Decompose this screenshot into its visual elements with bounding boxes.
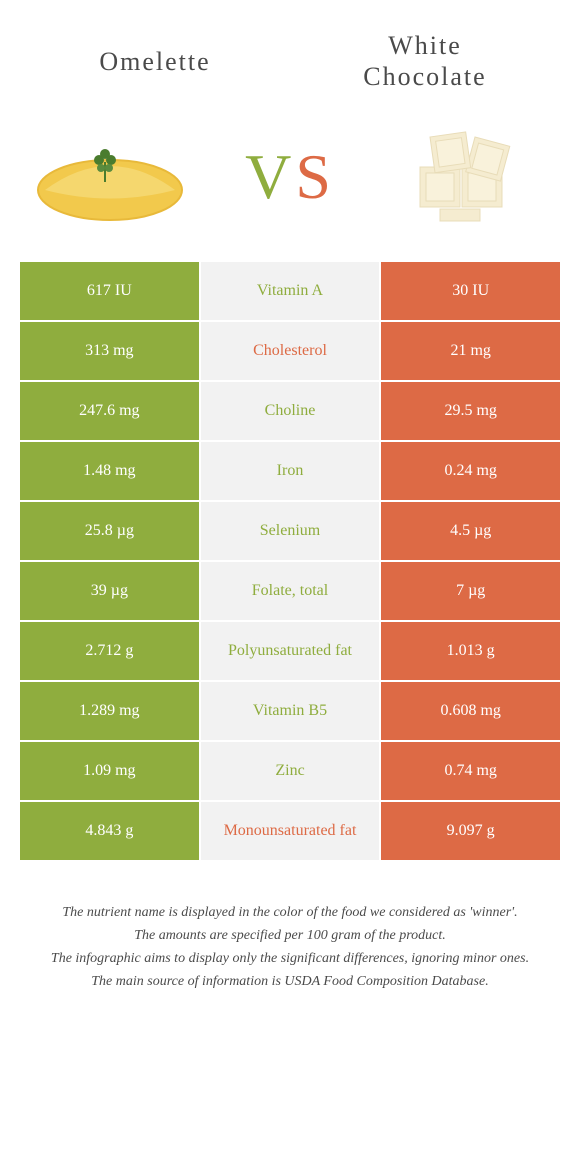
left-value: 39 µg [20,562,201,622]
vs-v: V [245,141,295,212]
left-value: 313 mg [20,322,201,382]
header: Omelette White Chocolate [20,30,560,92]
table-row: 4.843 gMonounsaturated fat9.097 g [20,802,560,862]
right-value: 0.24 mg [381,442,560,502]
footer-line3: The infographic aims to display only the… [30,948,550,969]
left-title: Omelette [20,46,290,77]
right-value: 9.097 g [381,802,560,862]
table-row: 2.712 gPolyunsaturated fat1.013 g [20,622,560,682]
left-value: 1.09 mg [20,742,201,802]
footer-line2: The amounts are specified per 100 gram o… [30,925,550,946]
table-row: 247.6 mgCholine29.5 mg [20,382,560,442]
table-row: 617 IUVitamin A30 IU [20,262,560,322]
nutrient-label: Polyunsaturated fat [201,622,382,682]
right-value: 1.013 g [381,622,560,682]
right-title-line2: Chocolate [290,61,560,92]
nutrient-label: Selenium [201,502,382,562]
nutrient-label: Choline [201,382,382,442]
nutrient-label: Monounsaturated fat [201,802,382,862]
nutrient-label: Cholesterol [201,322,382,382]
table-row: 1.289 mgVitamin B50.608 mg [20,682,560,742]
table-row: 313 mgCholesterol21 mg [20,322,560,382]
omelette-image [30,122,190,232]
white-chocolate-image [390,122,550,232]
left-value: 1.289 mg [20,682,201,742]
nutrient-label: Vitamin B5 [201,682,382,742]
right-value: 4.5 µg [381,502,560,562]
right-title: White Chocolate [290,30,560,92]
nutrient-label: Vitamin A [201,262,382,322]
table-row: 39 µgFolate, total7 µg [20,562,560,622]
right-title-line1: White [290,30,560,61]
left-value: 247.6 mg [20,382,201,442]
footer-line1: The nutrient name is displayed in the co… [30,902,550,923]
nutrient-label: Iron [201,442,382,502]
left-value: 617 IU [20,262,201,322]
footer-line4: The main source of information is USDA F… [30,971,550,992]
table-row: 25.8 µgSelenium4.5 µg [20,502,560,562]
left-value: 1.48 mg [20,442,201,502]
right-value: 21 mg [381,322,560,382]
right-value: 29.5 mg [381,382,560,442]
images-row: VS [20,122,560,232]
vs-s: S [295,141,335,212]
table-row: 1.09 mgZinc0.74 mg [20,742,560,802]
nutrient-table: 617 IUVitamin A30 IU313 mgCholesterol21 … [20,262,560,862]
left-value: 4.843 g [20,802,201,862]
footer: The nutrient name is displayed in the co… [20,902,560,992]
left-value: 25.8 µg [20,502,201,562]
right-value: 0.74 mg [381,742,560,802]
nutrient-label: Folate, total [201,562,382,622]
nutrient-label: Zinc [201,742,382,802]
right-value: 0.608 mg [381,682,560,742]
right-value: 30 IU [381,262,560,322]
vs-label: VS [245,140,335,214]
right-value: 7 µg [381,562,560,622]
table-row: 1.48 mgIron0.24 mg [20,442,560,502]
left-value: 2.712 g [20,622,201,682]
